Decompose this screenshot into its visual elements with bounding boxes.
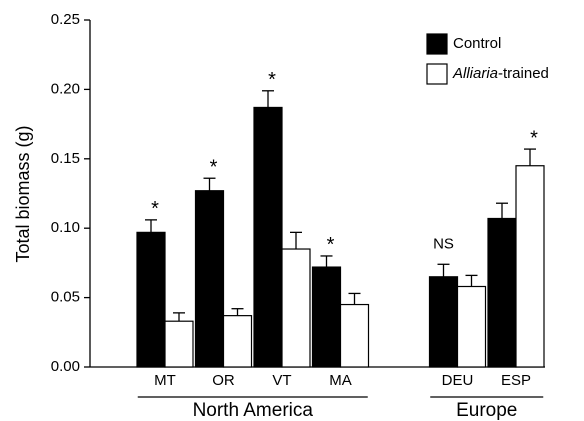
annotation: * bbox=[530, 127, 538, 149]
bar bbox=[456, 285, 487, 368]
bar bbox=[281, 248, 311, 368]
bar bbox=[194, 190, 225, 368]
y-axis-label: Total biomass (g) bbox=[13, 125, 33, 262]
x-tick-label: MA bbox=[329, 372, 352, 389]
y-tick-label: 0.20 bbox=[51, 80, 80, 97]
bar bbox=[222, 315, 253, 368]
bar bbox=[136, 231, 166, 368]
group-label: Europe bbox=[456, 400, 517, 421]
bar bbox=[487, 217, 517, 368]
y-tick-label: 0.05 bbox=[51, 289, 80, 306]
bar bbox=[253, 106, 283, 368]
bar bbox=[515, 165, 545, 368]
y-tick-label: 0.25 bbox=[51, 11, 80, 28]
x-tick-label: ESP bbox=[501, 372, 531, 389]
y-tick-label: 0.00 bbox=[51, 358, 80, 375]
bar bbox=[311, 266, 342, 368]
legend-swatch bbox=[426, 33, 448, 55]
x-tick-label: MT bbox=[154, 372, 176, 389]
legend-label: Alliaria-trained bbox=[452, 65, 549, 82]
x-tick-label: OR bbox=[212, 372, 235, 389]
bar bbox=[339, 303, 370, 368]
legend-label: Control bbox=[453, 35, 501, 52]
group-label: North America bbox=[193, 400, 314, 421]
y-tick-label: 0.15 bbox=[51, 150, 80, 167]
annotation: * bbox=[327, 234, 335, 256]
annotation: * bbox=[268, 69, 276, 91]
annotation: NS bbox=[433, 235, 454, 252]
legend-swatch bbox=[426, 63, 448, 85]
x-tick-label: DEU bbox=[442, 372, 474, 389]
y-tick-label: 0.10 bbox=[51, 219, 80, 236]
annotation: * bbox=[210, 157, 218, 179]
x-tick-label: VT bbox=[272, 372, 291, 389]
bar bbox=[164, 320, 194, 368]
annotation: * bbox=[151, 198, 159, 220]
bar bbox=[428, 276, 459, 368]
